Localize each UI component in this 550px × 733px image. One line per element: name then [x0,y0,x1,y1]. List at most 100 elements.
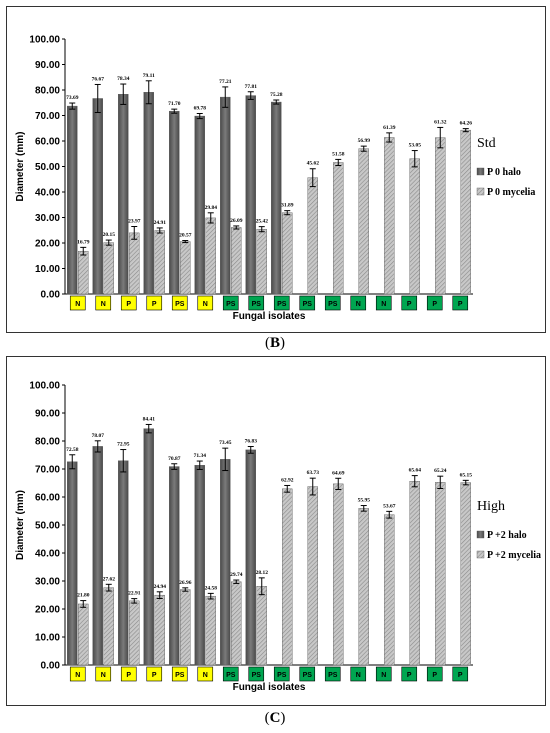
data-label: 45.62 [307,161,320,167]
category-label: PS [252,672,262,679]
y-tick-label: 70.00 [35,465,60,476]
caption-b-close: ) [280,335,285,351]
y-tick-label: 60.00 [35,493,60,504]
mycelia-bar [78,250,89,295]
data-label: 51.58 [332,151,345,157]
caption-c-letter: C [269,710,281,726]
category-box [248,666,265,682]
legend-label: P 0 halo [487,167,521,178]
data-label: 78.34 [117,76,130,82]
mycelia-bar [180,241,191,295]
mycelia-bar [180,589,191,666]
y-tick-label: 20.00 [35,239,60,250]
y-tick-label: 80.00 [35,437,60,448]
category-label: P [432,301,437,308]
halo-bar [245,95,256,295]
chart-panel-b: 0.00 10.00 20.00 30.00 40.00 50.00 60.00 70.00 8… [6,6,546,333]
caption-c-open: ( [264,710,270,726]
legend-label: P +2 mycelia [487,550,541,561]
data-label: 62.92 [281,477,294,483]
data-label: 65.15 [460,472,473,478]
mycelia-bar [256,586,267,666]
data-label: 72.95 [117,442,130,448]
data-label: 75.28 [270,92,283,98]
category-box [426,295,443,311]
category-label: PS [328,672,338,679]
figure-caption-b: (B) [0,335,550,352]
category-label: P [407,672,412,679]
mycelia-bar [307,177,318,295]
halo-bar [220,459,231,666]
mycelia-bar [282,212,293,295]
y-tick-label: 80.00 [35,86,60,97]
data-label: 24.94 [154,584,167,590]
halo-bar [92,446,103,666]
y-tick-label: 0.00 [41,661,61,672]
halo-bar [194,465,205,666]
mycelia-bar [460,482,471,666]
y-tick-label: 70.00 [35,111,60,122]
category-label: PS [175,672,185,679]
category-label: P [152,301,157,308]
mycelia-bar [409,158,420,295]
y-tick-label: 30.00 [35,213,60,224]
data-label: 29.84 [205,205,218,211]
mycelia-bar [384,514,395,666]
data-label: 71.34 [194,453,207,459]
y-axis-title: Diameter (mm) [15,131,26,201]
category-label: N [101,301,106,308]
data-label: 23.97 [128,219,141,225]
mycelia-bar [154,594,165,666]
y-tick-label: 40.00 [35,549,60,560]
data-label: 61.39 [383,125,396,131]
legend-label: P 0 mycelia [487,187,535,198]
data-label: 21.80 [77,593,90,599]
category-label: PS [303,301,313,308]
y-tick-label: 10.00 [35,633,60,644]
data-label: 71.70 [168,101,181,107]
category-label: P [126,301,131,308]
y-tick-label: 90.00 [35,409,60,420]
data-label: 16.79 [77,239,90,245]
category-label: PS [226,301,236,308]
category-box [375,666,392,682]
data-label: 76.67 [92,76,105,82]
halo-bar [67,105,78,295]
mycelia-bar [205,595,216,666]
data-label: 22.91 [128,591,141,597]
category-box [324,666,341,682]
category-label: N [203,301,208,308]
category-box [95,666,112,682]
halo-bar [143,92,154,295]
category-label: P [458,672,463,679]
category-label: P [126,672,131,679]
data-label: 79.11 [143,73,155,79]
y-tick-label: 40.00 [35,188,60,199]
mycelia-bar [435,482,446,666]
data-label: 65.64 [409,468,422,474]
mycelia-bar [333,483,344,666]
category-box [69,666,86,682]
data-label: 20.57 [179,233,192,239]
halo-bar [118,460,129,666]
legend-label: P +2 halo [487,530,527,541]
data-label: 24.91 [154,220,167,226]
category-label: PS [277,672,287,679]
category-label: PS [226,672,236,679]
category-box [171,295,188,311]
data-label: 28.12 [256,570,269,576]
category-box [197,295,214,311]
y-tick-label: 90.00 [35,60,60,71]
data-label: 73.45 [219,440,232,446]
bar-chart-c: 0.00 10.00 20.00 30.00 40.00 50.00 60.00 70.00 8… [15,381,541,694]
mycelia-bar [154,230,165,295]
category-box [222,295,239,311]
chart-panel-c: 0.00 10.00 20.00 30.00 40.00 50.00 60.00 70.00 8… [6,356,546,706]
y-tick-label: 100.00 [29,381,60,392]
mycelia-bar [103,242,114,295]
category-box [146,666,163,682]
y-tick-label: 50.00 [35,162,60,173]
bar-chart-b: 0.00 10.00 20.00 30.00 40.00 50.00 60.00 70.00 8… [15,35,535,323]
mycelia-bar [205,217,216,295]
mycelia-bar [103,587,114,666]
